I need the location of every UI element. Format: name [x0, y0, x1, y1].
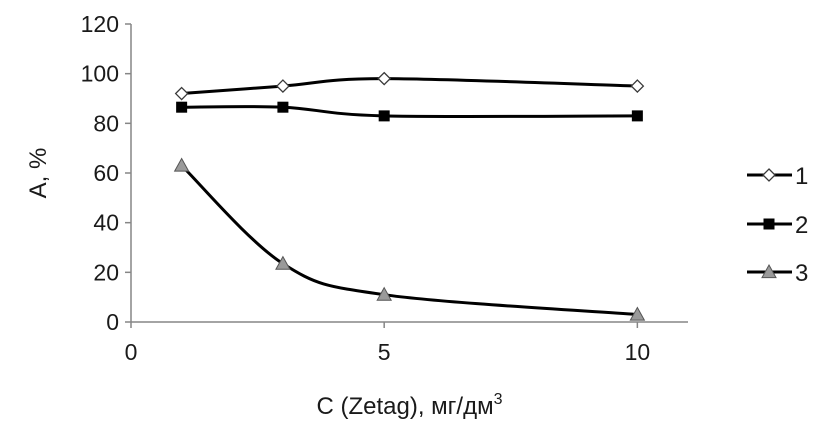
series-2-point: [378, 110, 390, 122]
legend: 1 2 3: [747, 163, 808, 287]
series-3-point: [376, 286, 393, 301]
series-1-line: [181, 77, 638, 96]
y-tick-label: 80: [93, 110, 119, 136]
y-tick-label: 20: [93, 259, 119, 285]
series-1-point: [377, 71, 392, 86]
y-tick-label: 120: [81, 11, 119, 37]
axes: [125, 23, 688, 328]
x-tick-label: 10: [625, 339, 651, 365]
x-axis-title-main: C (Zetag), мг/дм: [316, 393, 493, 420]
x-tick-label: 0: [125, 339, 138, 365]
series-2-point: [176, 101, 188, 113]
series-3-line: [180, 164, 638, 317]
series-1-point: [174, 86, 189, 101]
x-axis-title: C (Zetag), мг/дм3: [316, 391, 502, 420]
legend-item-1: 1: [747, 163, 808, 190]
x-axis-title-superscript: 3: [494, 391, 503, 408]
series-1-point: [630, 79, 645, 94]
series-2-point: [631, 110, 643, 122]
y-tick-label: 0: [106, 309, 119, 335]
legend-swatch-marker: [763, 218, 775, 230]
y-tick-label: 100: [81, 61, 119, 87]
legend-item-3: 3: [747, 260, 808, 287]
legend-label: 2: [795, 212, 808, 239]
series-lines: [180, 77, 638, 317]
legend-swatch-marker: [761, 263, 777, 279]
series-3-point: [629, 306, 646, 321]
series-markers: [173, 71, 646, 321]
series-1-point: [275, 79, 290, 94]
series-3-point: [275, 255, 291, 270]
series-3-point: [173, 157, 190, 172]
y-axis-title: A, %: [25, 148, 52, 199]
legend-label: 3: [795, 260, 808, 287]
legend-swatch-marker: [762, 168, 776, 182]
y-tick-label: 60: [93, 160, 119, 186]
y-tick-label: 40: [93, 210, 119, 236]
legend-item-2: 2: [747, 212, 808, 239]
series-2-point: [277, 101, 289, 113]
x-tick-label: 5: [378, 339, 391, 365]
series-2-line: [181, 105, 638, 119]
legend-label: 1: [795, 163, 808, 190]
tick-labels: 0 20 40 60 80 100 120 0 5 10: [81, 11, 651, 365]
